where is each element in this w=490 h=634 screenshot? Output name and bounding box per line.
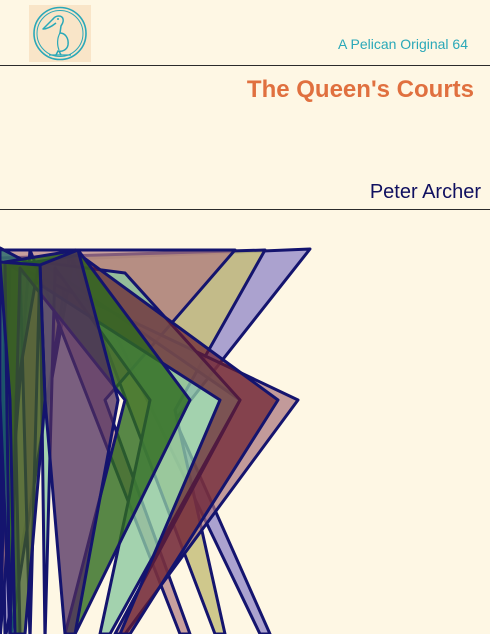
art-shape-maroon: [0, 253, 280, 634]
top-divider: [0, 65, 490, 66]
series-label: A Pelican Original 64: [338, 36, 468, 52]
pelican-logo: [29, 5, 91, 62]
pelican-icon: [33, 6, 87, 61]
bottom-divider: [0, 209, 490, 210]
art-shape-olive: [0, 260, 47, 634]
book-author: Peter Archer: [369, 181, 481, 203]
cover-artwork: [0, 246, 312, 634]
book-title: The Queen's Courts: [246, 76, 474, 103]
